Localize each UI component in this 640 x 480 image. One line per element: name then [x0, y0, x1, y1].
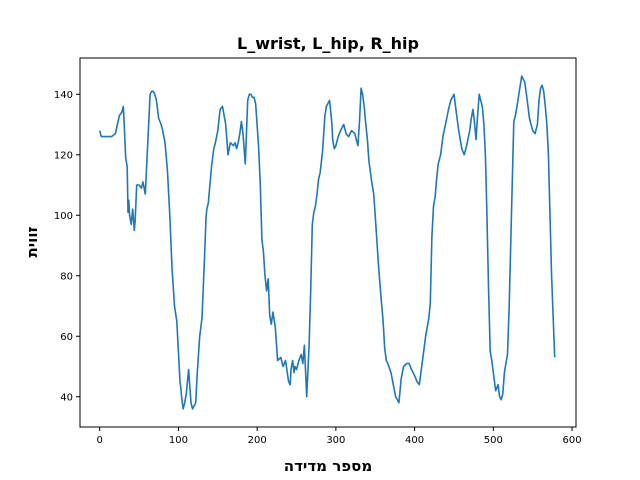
y-tick-label: 120: [54, 150, 73, 161]
plot-frame: [79, 57, 577, 428]
x-tick-label: 0: [96, 435, 102, 446]
x-axis-label: מספר מדידה: [284, 457, 372, 475]
x-axis-ticks: 0 100 200 300 400 500 600: [96, 427, 582, 446]
y-tick-label: 140: [54, 90, 73, 101]
y-tick-label: 100: [54, 211, 73, 222]
x-tick-label: 200: [248, 435, 267, 446]
y-tick-label: 40: [60, 392, 73, 403]
x-tick-label: 600: [563, 435, 582, 446]
series-layer: [98, 75, 556, 410]
y-axis-ticks: 40 60 80 100 120 140: [54, 90, 80, 403]
series-line: [98, 75, 556, 410]
x-tick-label: 300: [326, 435, 345, 446]
y-tick-label: 60: [60, 332, 73, 343]
x-tick-label: 100: [169, 435, 188, 446]
chart-title: L_wrist, L_hip, R_hip: [237, 34, 419, 53]
x-tick-label: 500: [484, 435, 503, 446]
x-tick-label: 400: [405, 435, 424, 446]
y-axis-label: זווית: [23, 227, 41, 258]
plot-area: 0 100 200 300 400 500 600 40 60 80 100 120 140: [54, 57, 582, 446]
y-tick-label: 80: [60, 271, 73, 282]
